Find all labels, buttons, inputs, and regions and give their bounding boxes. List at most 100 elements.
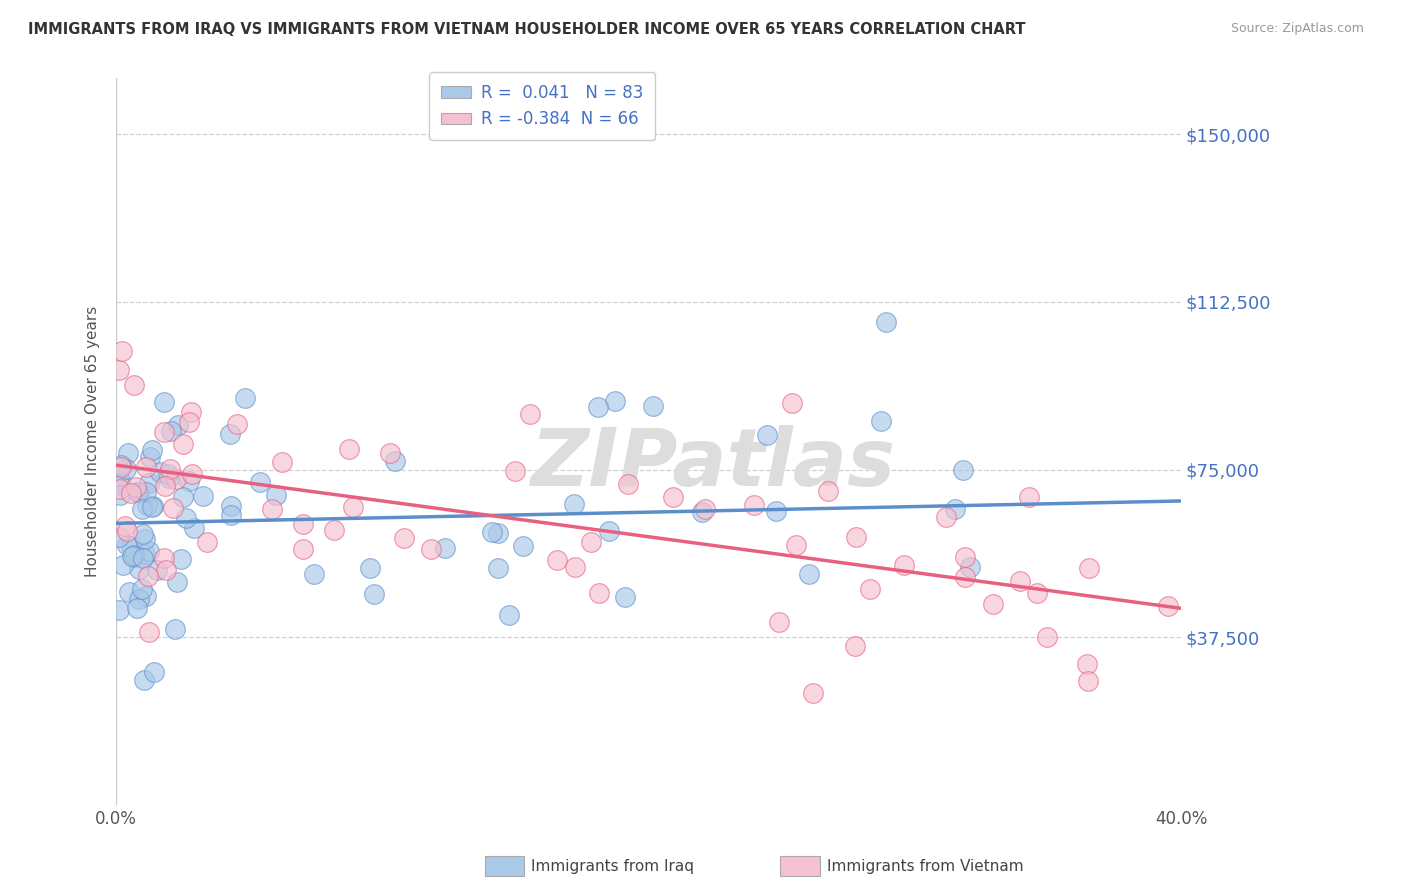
Point (1076, 657, 1098, 672)
Point (135, 589, 157, 603)
Point (875, 315, 897, 329)
Point (690, 505, 713, 519)
Point (108, 603, 131, 617)
Point (120, 485, 142, 500)
Point (149, 465, 172, 479)
Point (844, 639, 866, 653)
Point (249, 475, 271, 489)
Point (260, 502, 283, 516)
Point (219, 508, 242, 522)
Point (117, 446, 139, 460)
Point (661, 491, 683, 505)
Point (110, 459, 132, 474)
Point (138, 625, 160, 640)
Point (755, 427, 778, 442)
Point (486, 561, 509, 575)
Point (519, 407, 541, 421)
Point (586, 400, 609, 414)
Point (952, 463, 974, 477)
Point (118, 585, 141, 599)
Point (136, 569, 159, 583)
Point (859, 582, 882, 597)
Point (337, 442, 360, 456)
Point (225, 417, 247, 431)
Point (742, 498, 765, 512)
Point (953, 570, 976, 584)
Point (1018, 491, 1040, 505)
Point (264, 488, 287, 502)
Point (693, 502, 716, 516)
Point (799, 567, 821, 582)
Point (869, 414, 891, 428)
Point (135, 459, 157, 474)
Point (131, 550, 153, 565)
Point (127, 485, 149, 500)
Point (768, 615, 790, 629)
Point (1077, 674, 1099, 689)
Point (221, 499, 243, 513)
Point (302, 566, 325, 581)
Point (156, 467, 179, 481)
Point (153, 551, 176, 566)
Point (394, 531, 416, 545)
Point (165, 622, 187, 636)
Point (564, 560, 586, 574)
Point (153, 425, 176, 439)
Point (579, 535, 602, 549)
Point (108, 482, 131, 496)
Point (322, 524, 344, 538)
Point (845, 530, 868, 544)
Point (1025, 586, 1047, 600)
Point (128, 561, 150, 575)
Point (953, 550, 976, 565)
Point (233, 391, 256, 405)
Point (120, 539, 142, 553)
Point (434, 541, 457, 556)
Legend: R =  0.041   N = 83, R = -0.384  N = 66: R = 0.041 N = 83, R = -0.384 N = 66 (429, 72, 655, 140)
Point (135, 484, 157, 499)
Point (121, 549, 143, 563)
Point (166, 575, 188, 590)
Point (170, 552, 193, 566)
Point (124, 548, 146, 562)
Text: Immigrants from Iraq: Immigrants from Iraq (531, 859, 695, 873)
Point (127, 485, 149, 500)
Point (801, 686, 824, 700)
Point (1010, 574, 1032, 588)
Point (481, 524, 503, 539)
Point (959, 560, 981, 574)
Point (384, 453, 406, 467)
Point (114, 462, 136, 476)
Text: ZIPatlas: ZIPatlas (530, 425, 896, 502)
Point (134, 547, 156, 561)
Point (179, 405, 201, 419)
Point (153, 478, 176, 492)
Point (125, 480, 148, 494)
Point (136, 498, 159, 512)
Text: Source: ZipAtlas.com: Source: ZipAtlas.com (1230, 22, 1364, 36)
Point (167, 417, 190, 432)
Point (172, 490, 194, 504)
Point (117, 538, 139, 552)
Point (108, 363, 131, 377)
Point (121, 549, 143, 564)
Point (359, 561, 381, 575)
Point (935, 510, 957, 524)
Point (132, 673, 155, 687)
Point (131, 501, 153, 516)
Point (981, 597, 1004, 611)
Point (124, 378, 146, 392)
Point (378, 446, 401, 460)
Point (291, 516, 314, 531)
Point (512, 540, 534, 554)
Point (153, 395, 176, 409)
Point (155, 563, 177, 577)
Point (181, 467, 204, 482)
Point (146, 563, 169, 577)
Point (562, 498, 585, 512)
Point (108, 488, 131, 502)
Point (165, 472, 187, 486)
Point (765, 504, 787, 518)
Point (1157, 599, 1180, 613)
Point (177, 474, 200, 488)
